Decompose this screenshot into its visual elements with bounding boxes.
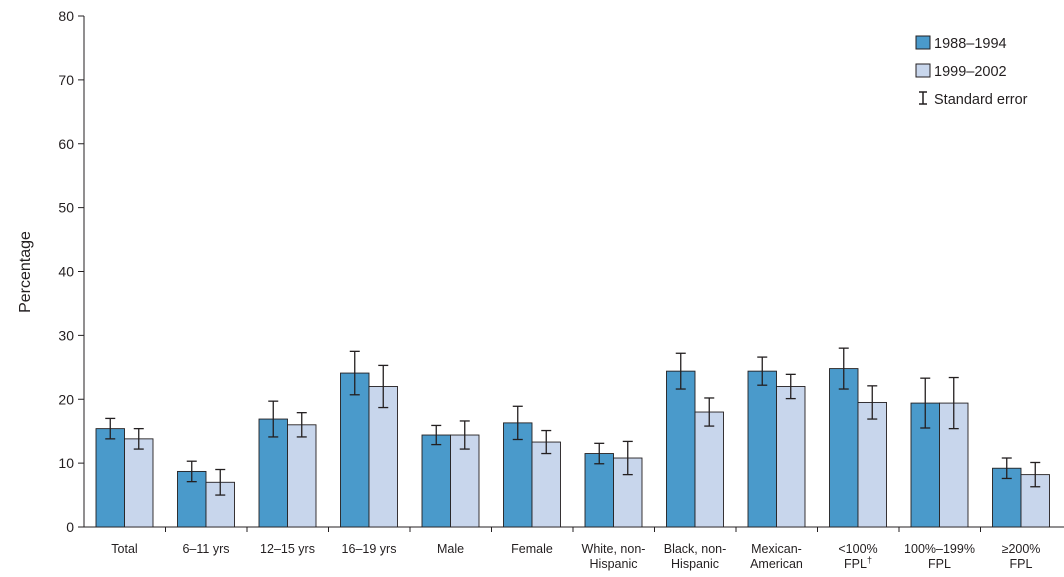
bar-1988-1994 [666, 370, 696, 528]
category-label: Male [437, 542, 464, 556]
error-bar [186, 460, 197, 483]
category-label: <100% FPL† [838, 542, 877, 571]
legend-label-1988-1994: 1988–1994 [934, 36, 1007, 52]
error-bar [431, 424, 442, 446]
error-bar [948, 376, 959, 430]
y-tick-label: 80 [58, 8, 74, 24]
legend-error-bar-icon [919, 91, 927, 105]
bar-1999-2002 [694, 411, 724, 528]
category-label: 16–19 yrs [342, 542, 397, 556]
error-bars-group [105, 347, 1041, 496]
y-axis: 0 10 20 30 40 50 60 70 80 [58, 8, 85, 535]
error-bar [268, 400, 279, 438]
legend-swatch-1999-2002 [915, 63, 931, 78]
bars-group [95, 368, 1050, 528]
category-label: Total [111, 542, 137, 556]
bar-1999-2002 [450, 434, 480, 528]
error-bar [349, 350, 360, 396]
error-bar [296, 412, 307, 438]
legend-label-1999-2002: 1999–2002 [934, 64, 1007, 80]
y-tick-label: 40 [58, 264, 74, 280]
legend-label-standard-error: Standard error [934, 92, 1028, 108]
error-bar [594, 442, 605, 465]
legend-swatch-1988-1994 [915, 35, 931, 50]
error-bar [541, 429, 552, 455]
bar-1999-2002 [287, 424, 317, 528]
y-tick-label: 50 [58, 200, 74, 216]
error-bar [838, 347, 849, 390]
error-bar [105, 417, 116, 440]
legend: 1988–1994 1999–2002 Standard error [915, 35, 1028, 108]
bar-1988-1994 [747, 370, 777, 528]
bar-1999-2002 [776, 386, 806, 528]
error-bar [675, 352, 686, 390]
y-tick-label: 60 [58, 136, 74, 152]
error-bar [704, 397, 715, 427]
y-tick-label: 70 [58, 72, 74, 88]
y-tick-label: 30 [58, 327, 74, 343]
error-bar [459, 420, 470, 450]
bar-1988-1994 [584, 453, 614, 528]
error-bar [920, 377, 931, 429]
x-axis: Total 6–11 yrs 12–15 yrs 16–19 yrs Male Femal… [84, 526, 1064, 571]
bar-1999-2002 [939, 402, 969, 528]
bar-1999-2002 [857, 401, 887, 528]
y-tick-label: 20 [58, 391, 74, 407]
y-axis-title: Percentage [17, 231, 34, 313]
category-label: 12–15 yrs [260, 542, 315, 556]
category-label: White, non-Hispanic [582, 542, 646, 571]
error-bar [622, 440, 633, 476]
category-label: 100%–199% FPL [904, 542, 975, 571]
category-label: Black, non-Hispanic [664, 542, 727, 571]
bar-1999-2002 [124, 438, 154, 528]
bar-1988-1994 [421, 434, 451, 528]
error-bar [378, 364, 389, 409]
error-bar [1030, 461, 1041, 488]
error-bar [1001, 457, 1012, 480]
error-bar [757, 356, 768, 386]
category-label: Mexican-American [750, 542, 803, 571]
category-label: ≥200% FPL [1002, 542, 1041, 571]
bar-1988-1994 [95, 428, 125, 528]
y-tick-label: 10 [58, 455, 74, 471]
error-bar [512, 405, 523, 441]
bar-1988-1994 [829, 368, 859, 528]
category-label: 6–11 yrs [182, 542, 229, 556]
error-bar [867, 385, 878, 420]
bar-1999-2002 [531, 441, 561, 528]
error-bar [133, 427, 144, 450]
bar-1988-1994 [503, 422, 533, 528]
y-tick-label: 0 [66, 519, 74, 535]
error-bar [785, 373, 796, 400]
category-label: Female [511, 542, 553, 556]
bar-1988-1994 [340, 372, 370, 528]
error-bar [215, 468, 226, 496]
